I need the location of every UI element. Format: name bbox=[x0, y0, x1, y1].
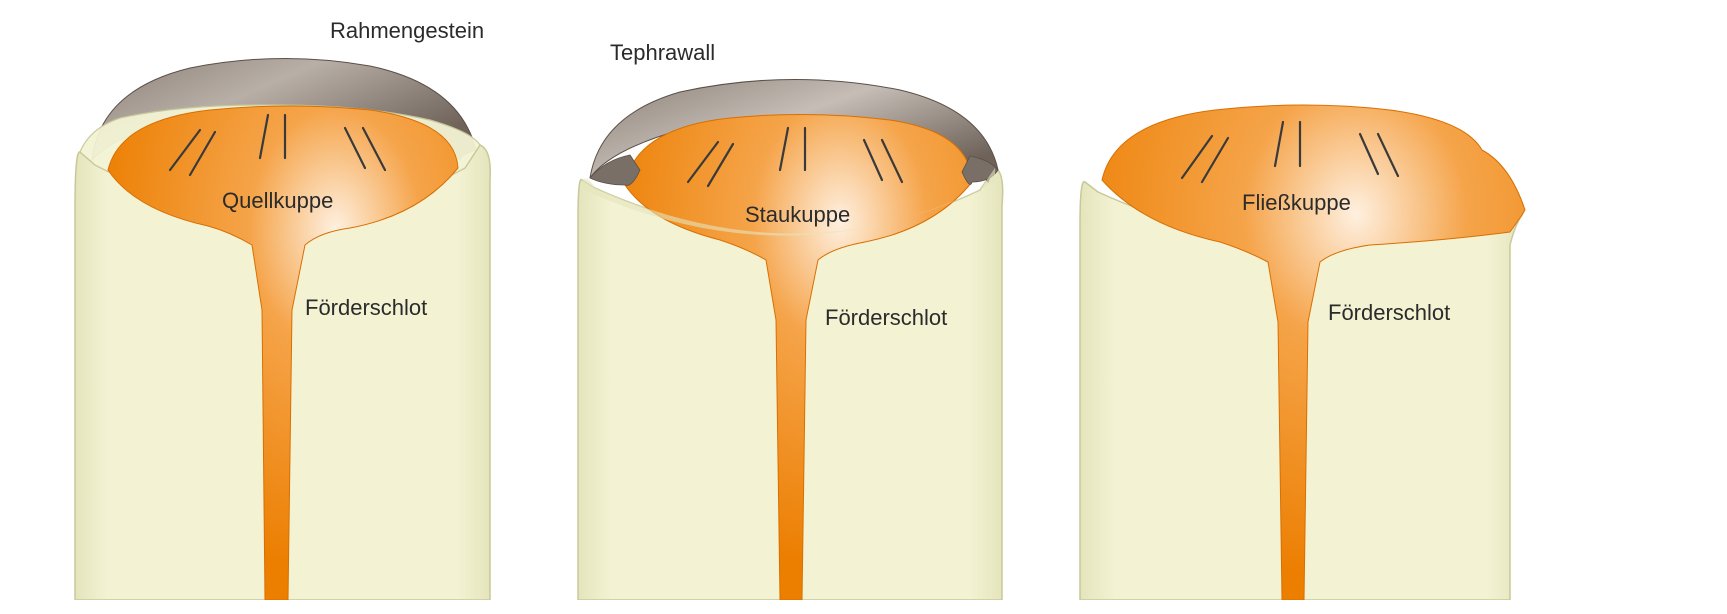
top-label-quellkuppe: Rahmengestein bbox=[330, 18, 484, 44]
conduit-label-fliesskuppe: Förderschlot bbox=[1328, 300, 1450, 326]
quellkuppe-svg bbox=[60, 10, 510, 600]
panel-staukuppe: Tephrawall Staukuppe Förderschlot bbox=[570, 10, 1020, 590]
conduit-label-staukuppe: Förderschlot bbox=[825, 305, 947, 331]
panel-quellkuppe: Rahmengestein Quellkuppe Förderschlot bbox=[60, 10, 510, 590]
conduit-label-quellkuppe: Förderschlot bbox=[305, 295, 427, 321]
dome-label-staukuppe: Staukuppe bbox=[745, 202, 850, 228]
panel-fliesskuppe: Fließkuppe Förderschlot bbox=[1070, 10, 1520, 590]
top-label-staukuppe: Tephrawall bbox=[610, 40, 715, 66]
fliesskuppe-svg bbox=[1070, 10, 1540, 600]
dome-label-quellkuppe: Quellkuppe bbox=[222, 188, 333, 214]
dome-label-fliesskuppe: Fließkuppe bbox=[1242, 190, 1351, 216]
staukuppe-svg bbox=[570, 10, 1020, 600]
